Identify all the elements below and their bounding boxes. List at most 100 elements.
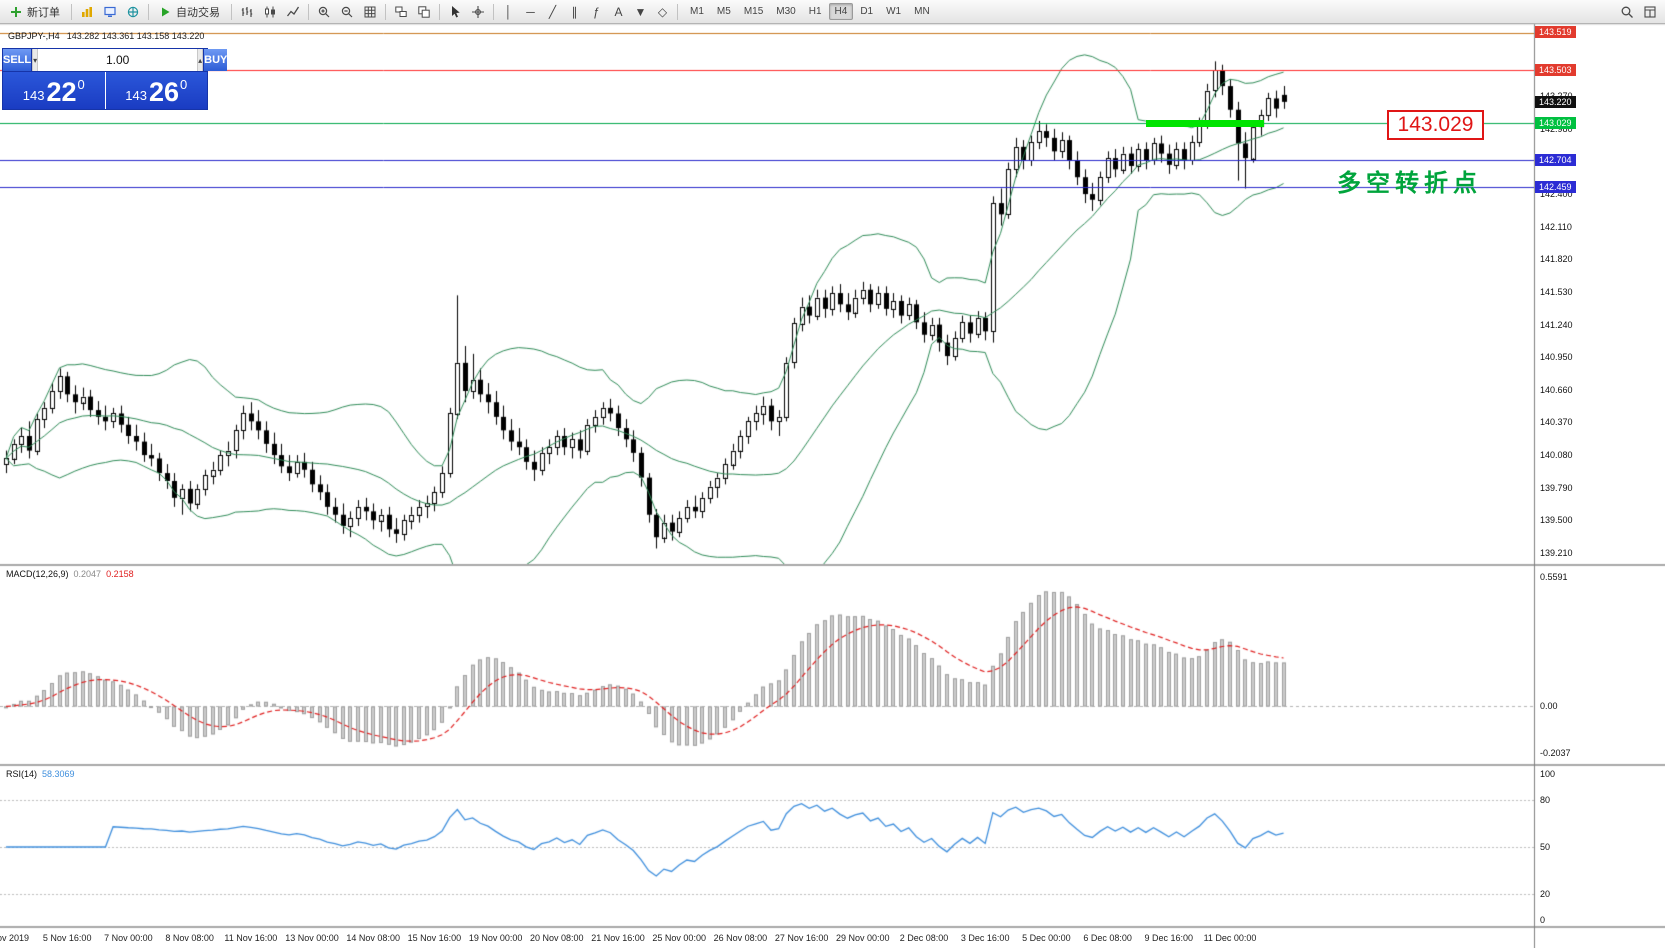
horizontal-line-icon: ─	[526, 4, 535, 19]
main-toolbar: 新订单 自动交易 │ ─ ╱ ∥ ƒ A ▼ ◇ M1 M5 M15 M30 H1 H4 D…	[0, 0, 1665, 24]
price-marker-badge: 142.459	[1535, 181, 1576, 194]
shapes-tool-button[interactable]: ◇	[652, 2, 673, 22]
trade-prices-row: 143 22 0 143 26 0	[3, 71, 207, 109]
tile-windows-icon	[395, 6, 407, 17]
support-zone[interactable]	[1146, 120, 1264, 127]
time-axis[interactable]: 3 Nov 2019 5 Nov 16:00 7 Nov 00:00 8 Nov 08…	[0, 926, 1534, 948]
price-tick: 140.950	[1540, 352, 1573, 363]
timeframe-h4[interactable]: H4	[828, 3, 854, 20]
timeframe-m5[interactable]: M5	[716, 6, 731, 17]
zoom-out-button[interactable]	[336, 2, 358, 22]
price-marker-badge: 143.029	[1535, 117, 1576, 130]
autotrading-label: 自动交易	[176, 6, 220, 19]
trendline-icon: ╱	[548, 4, 557, 19]
volume-decrease-button[interactable]: ▾	[32, 49, 39, 71]
rsi-axis-label: 80	[1540, 794, 1551, 805]
candlestick-chart-type-button[interactable]	[259, 2, 281, 22]
fibonacci-icon: ƒ	[593, 4, 600, 19]
timeframe-m15[interactable]: M15	[743, 6, 764, 17]
rsi-axis-label: 100	[1540, 769, 1556, 779]
time-label: 29 Nov 00:00	[836, 933, 890, 943]
cascade-windows-button[interactable]	[413, 2, 435, 22]
price-tick: 139.500	[1540, 515, 1573, 526]
channel-tool-button[interactable]: ∥	[564, 2, 585, 22]
trade-controls-row: SELL ▾ ▴ BUY	[3, 49, 228, 71]
rsi-axis-label: 50	[1540, 842, 1551, 852]
price-callout[interactable]: 143.029	[1387, 110, 1484, 140]
timeframe-group: M1 M5 M15 M30 H1 H4 D1 W1 MN	[684, 3, 936, 20]
navigator-button[interactable]	[122, 2, 144, 22]
rsi-axis-label: 20	[1540, 889, 1551, 900]
timeframe-d1[interactable]: D1	[860, 6, 874, 17]
toolbar-separator	[148, 3, 149, 20]
volume-input[interactable]	[38, 49, 198, 71]
time-label: 2 Dec 08:00	[899, 933, 949, 943]
market-watch-icon	[104, 6, 116, 17]
price-tick: 139.210	[1540, 547, 1573, 558]
rsi-indicator-label: RSI(14) 58.3069	[6, 769, 75, 779]
time-label: 13 Nov 00:00	[285, 933, 339, 943]
timeframe-m30[interactable]: M30	[776, 6, 796, 17]
text-tool-button[interactable]: A	[608, 2, 629, 22]
vertical-line-tool-button[interactable]: │	[498, 2, 519, 22]
ask-price-display[interactable]: 143 26 0	[105, 72, 207, 109]
autotrading-button[interactable]: 自动交易	[153, 2, 227, 22]
volume-increase-button[interactable]: ▴	[197, 49, 204, 71]
time-label: 11 Dec 00:00	[1203, 933, 1257, 943]
sell-button[interactable]: SELL	[3, 49, 33, 71]
text-label-icon: A	[614, 4, 623, 19]
time-label: 11 Nov 16:00	[224, 933, 278, 943]
price-tick: 142.400	[1540, 189, 1573, 200]
price-tick: 139.790	[1540, 482, 1573, 493]
fibonacci-tool-button[interactable]: ƒ	[586, 2, 607, 22]
search-button[interactable]	[1616, 2, 1638, 22]
timeframe-mn[interactable]: MN	[914, 6, 930, 17]
charts-button[interactable]	[76, 2, 98, 22]
window-layout-button[interactable]	[1639, 2, 1661, 22]
crosshair-icon	[472, 5, 484, 18]
timeframe-w1[interactable]: W1	[886, 6, 902, 17]
macd-axis-label: 0.00	[1540, 701, 1558, 712]
zoom-in-button[interactable]	[313, 2, 335, 22]
grid-button[interactable]	[359, 2, 381, 22]
price-axis[interactable]: 143.270142.980142.400142.110141.820141.5…	[1534, 24, 1665, 948]
buy-button[interactable]: BUY	[203, 49, 228, 71]
time-label: 7 Nov 00:00	[104, 933, 153, 943]
timeframe-h1[interactable]: H1	[808, 6, 822, 17]
bars-chart-type-icon	[241, 6, 253, 17]
new-order-label: 新订单	[27, 6, 60, 19]
timeframe-m1[interactable]: M1	[690, 6, 704, 17]
time-label: 3 Dec 16:00	[960, 933, 1010, 943]
cursor-arrow-icon	[452, 5, 460, 17]
line-chart-type-button[interactable]	[282, 2, 304, 22]
time-label: 5 Dec 00:00	[1022, 933, 1071, 943]
ohlc-values: 143.282 143.361 143.158 143.220	[66, 31, 205, 41]
bars-chart-type-button[interactable]	[236, 2, 258, 22]
bid-sup-digit: 0	[77, 77, 85, 92]
new-order-button[interactable]: 新订单	[4, 2, 67, 22]
cursor-button[interactable]	[444, 2, 466, 22]
bid-prefix: 143	[22, 88, 45, 103]
toolbar-separator	[385, 3, 386, 20]
arrow-marker-tool-button[interactable]: ▼	[630, 2, 651, 22]
macd-axis-label: -0.2037	[1540, 748, 1571, 759]
time-label: 15 Nov 16:00	[407, 933, 462, 943]
autotrading-play-icon	[162, 7, 170, 16]
time-label: 8 Nov 08:00	[165, 933, 214, 943]
trendline-tool-button[interactable]: ╱	[542, 2, 563, 22]
ask-prefix: 143	[125, 88, 147, 103]
horizontal-line-tool-button[interactable]: ─	[520, 2, 541, 22]
market-watch-button[interactable]	[99, 2, 121, 22]
time-label: 21 Nov 16:00	[591, 933, 645, 943]
toolbar-separator	[439, 3, 440, 20]
tile-windows-button[interactable]	[390, 2, 412, 22]
turning-point-label[interactable]: 多空转折点	[1337, 170, 1482, 197]
bid-price-display[interactable]: 143 22 0	[3, 72, 105, 109]
macd-indicator-label: MACD(12,26,9) 0.2047 0.2158	[6, 569, 134, 579]
rsi-axis-label: 0	[1540, 915, 1546, 925]
arrow-marker-icon: ▼	[634, 4, 647, 19]
navigator-compass-icon	[127, 6, 139, 17]
crosshair-button[interactable]	[467, 2, 489, 22]
magnifier-icon	[1621, 6, 1633, 18]
